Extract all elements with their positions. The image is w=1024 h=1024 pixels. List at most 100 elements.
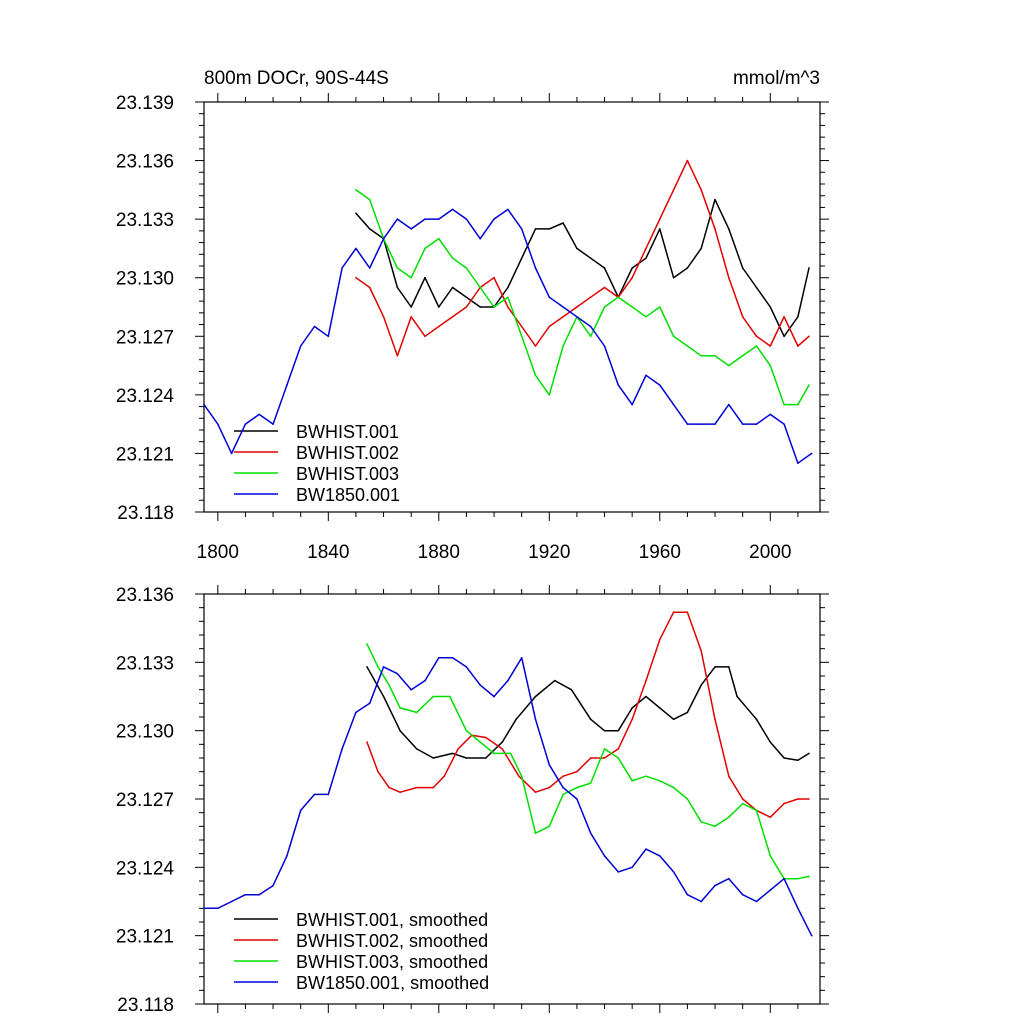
data-point xyxy=(410,306,412,308)
data-point xyxy=(484,736,487,739)
data-point xyxy=(244,423,247,425)
data-point xyxy=(230,900,233,903)
data-point xyxy=(700,820,703,823)
data-point xyxy=(341,267,343,269)
data-point xyxy=(645,848,647,850)
data-point xyxy=(424,247,426,250)
data-point xyxy=(783,403,785,406)
data-point xyxy=(631,306,633,308)
data-point xyxy=(755,286,758,289)
data-point xyxy=(658,306,661,308)
data-point xyxy=(769,855,772,857)
data-point xyxy=(432,786,435,789)
data-point xyxy=(272,884,274,887)
data-point xyxy=(631,707,633,709)
data-point xyxy=(548,394,551,396)
y-tick-label: 23.124 xyxy=(116,386,175,407)
units-label: mmol/m^3 xyxy=(733,68,820,89)
data-point xyxy=(808,875,810,878)
data-point xyxy=(424,335,426,338)
data-point xyxy=(645,315,647,318)
data-point xyxy=(576,306,578,308)
series-bwhist-003 xyxy=(366,643,810,880)
x-tick-label: 1800 xyxy=(197,542,239,563)
data-point xyxy=(686,159,689,162)
legend-label: BW1850.001 xyxy=(296,485,400,505)
data-point xyxy=(534,718,537,721)
data-point xyxy=(518,775,520,778)
data-point xyxy=(631,718,633,721)
data-point xyxy=(714,198,716,201)
data-point xyxy=(534,695,537,698)
data-point xyxy=(589,782,592,784)
data-point xyxy=(520,335,523,338)
data-point xyxy=(728,775,730,778)
data-point xyxy=(432,695,435,698)
data-point xyxy=(493,695,495,698)
data-point xyxy=(603,729,606,732)
data-point xyxy=(700,650,703,652)
data-point xyxy=(507,208,509,211)
data-point xyxy=(534,345,537,347)
y-tick-label: 23.136 xyxy=(116,585,174,606)
data-point xyxy=(424,276,426,279)
data-point xyxy=(217,907,219,910)
series-line xyxy=(355,159,810,357)
data-point xyxy=(258,413,261,416)
data-point xyxy=(603,286,606,289)
data-point xyxy=(714,228,716,230)
data-point xyxy=(797,345,799,347)
data-point xyxy=(570,688,573,691)
data-point xyxy=(728,228,730,230)
data-point xyxy=(783,423,785,425)
data-point xyxy=(631,779,633,782)
data-point xyxy=(534,791,537,793)
data-point xyxy=(769,345,772,347)
data-point xyxy=(783,315,785,318)
data-point xyxy=(672,786,675,789)
legend-label: BWHIST.003 xyxy=(296,464,399,484)
data-point xyxy=(507,296,509,299)
data-point xyxy=(507,306,509,308)
data-point xyxy=(410,228,412,230)
data-point xyxy=(465,218,468,220)
data-point xyxy=(415,711,418,714)
data-point xyxy=(755,423,758,425)
data-point xyxy=(507,286,509,289)
data-point xyxy=(741,798,744,800)
data-point xyxy=(451,208,454,211)
data-point xyxy=(631,403,633,406)
data-point xyxy=(645,374,647,377)
data-point xyxy=(399,707,401,709)
data-point xyxy=(479,684,482,686)
data-point xyxy=(728,276,730,279)
data-point xyxy=(797,877,799,880)
data-point xyxy=(479,286,482,289)
y-tick-label: 23.130 xyxy=(116,269,174,290)
data-point xyxy=(658,228,661,230)
data-point xyxy=(631,267,633,269)
data-point xyxy=(714,355,716,357)
data-point xyxy=(562,775,564,778)
data-point xyxy=(631,866,633,869)
data-point xyxy=(700,684,703,686)
data-point xyxy=(341,748,343,750)
data-point xyxy=(382,237,385,240)
data-point xyxy=(554,679,556,682)
data-point xyxy=(368,198,371,201)
data-point xyxy=(534,267,537,269)
data-point xyxy=(728,364,730,367)
series-bw1850-001 xyxy=(203,656,813,937)
data-point xyxy=(589,257,592,259)
data-point xyxy=(714,884,716,887)
legend-label: BW1850.001, smoothed xyxy=(296,973,489,993)
data-point xyxy=(520,775,523,778)
data-point xyxy=(603,757,606,759)
data-point xyxy=(700,355,703,357)
data-point xyxy=(755,809,758,812)
data-point xyxy=(451,286,454,289)
series-bwhist-003 xyxy=(355,189,810,406)
y-tick-label: 23.127 xyxy=(116,327,174,348)
data-point xyxy=(396,286,399,289)
